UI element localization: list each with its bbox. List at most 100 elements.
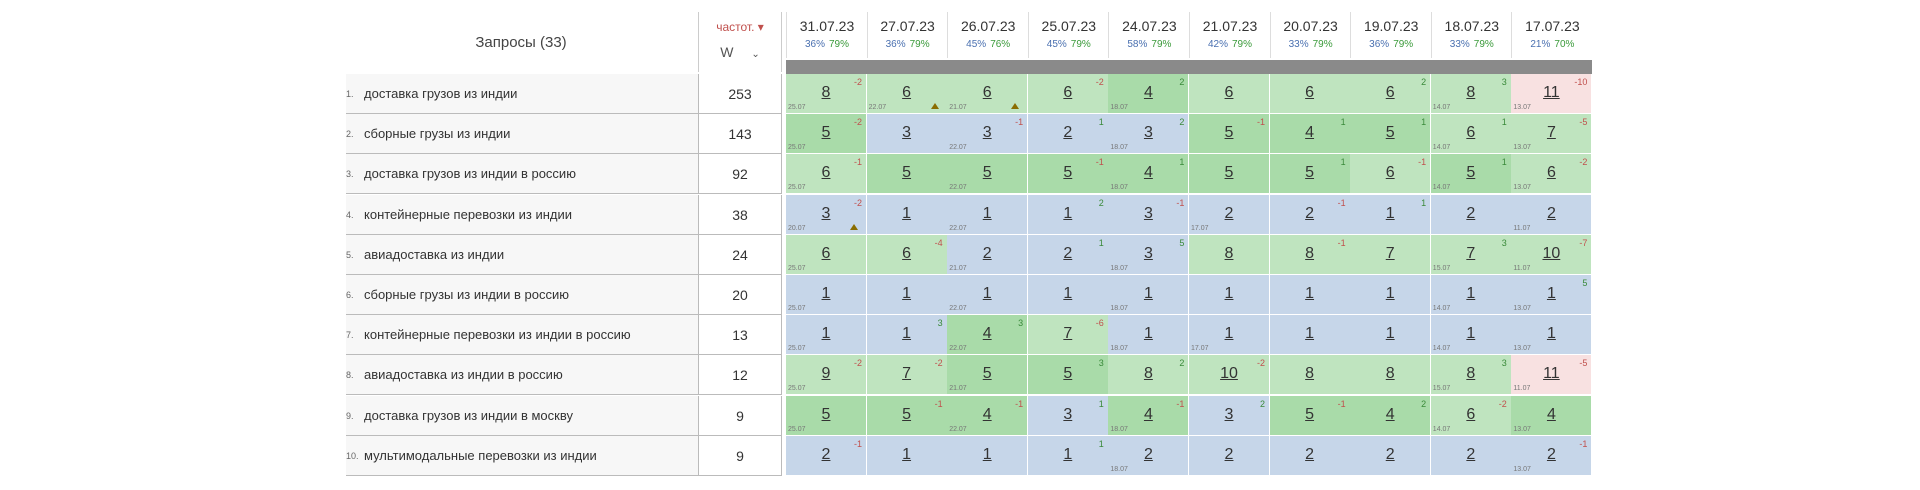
- position-cell[interactable]: 5 -1: [866, 395, 948, 436]
- position-link[interactable]: 1: [1546, 285, 1556, 302]
- position-cell[interactable]: 1: [1269, 315, 1351, 356]
- query-text[interactable]: доставка грузов из индии в москву: [364, 407, 573, 423]
- position-link[interactable]: 8: [821, 84, 831, 101]
- position-link[interactable]: 1: [1385, 285, 1395, 302]
- position-cell[interactable]: 3 -2 20.07: [786, 194, 867, 235]
- position-cell[interactable]: 4 1 18.07: [1108, 154, 1190, 195]
- position-link[interactable]: 5: [1224, 164, 1234, 182]
- position-cell[interactable]: 3 5 18.07: [1108, 234, 1190, 275]
- position-cell[interactable]: 1: [947, 435, 1029, 476]
- date-column-header[interactable]: 21.07.23 42% 79%: [1189, 12, 1270, 58]
- position-cell[interactable]: 1 22.07: [947, 194, 1029, 235]
- position-link[interactable]: 9: [821, 365, 831, 383]
- query-cell[interactable]: 4. контейнерные перевозки из индии: [346, 194, 698, 235]
- position-link[interactable]: 1: [1063, 285, 1073, 302]
- position-cell[interactable]: 5 25.07: [786, 395, 867, 436]
- position-link[interactable]: 4: [1143, 84, 1153, 101]
- position-cell[interactable]: 5 22.07: [947, 154, 1029, 195]
- position-link[interactable]: 1: [982, 445, 992, 463]
- position-link[interactable]: 2: [1466, 204, 1476, 222]
- date-column-header[interactable]: 20.07.23 33% 79%: [1269, 12, 1351, 58]
- position-cell[interactable]: 11 -10 13.07: [1511, 74, 1593, 114]
- position-link[interactable]: 7: [1385, 244, 1395, 262]
- position-link[interactable]: 6: [1546, 164, 1556, 182]
- position-link[interactable]: 10: [1220, 365, 1238, 383]
- queries-header[interactable]: Запросы (33): [346, 12, 696, 72]
- position-link[interactable]: 7: [1063, 325, 1073, 343]
- query-cell[interactable]: 2. сборные грузы из индии: [346, 114, 698, 155]
- position-link[interactable]: 1: [902, 325, 912, 343]
- position-cell[interactable]: 8: [1350, 355, 1432, 396]
- position-cell[interactable]: 1: [1269, 275, 1351, 315]
- position-link[interactable]: 5: [1063, 365, 1073, 383]
- query-cell[interactable]: 1. доставка грузов из индии: [346, 74, 698, 114]
- position-link[interactable]: 11: [1543, 84, 1560, 101]
- position-link[interactable]: 3: [1143, 124, 1153, 142]
- position-cell[interactable]: 1: [1350, 315, 1432, 356]
- position-cell[interactable]: 1 25.07: [786, 315, 867, 356]
- query-text[interactable]: авиадоставка из индии в россию: [364, 367, 563, 383]
- position-cell[interactable]: 6: [1189, 74, 1270, 114]
- position-link[interactable]: 3: [1224, 405, 1234, 423]
- position-cell[interactable]: 4 13.07: [1511, 395, 1593, 436]
- position-cell[interactable]: 3 2 18.07: [1108, 114, 1190, 155]
- position-cell[interactable]: 6 -2 14.07: [1430, 395, 1512, 436]
- position-link[interactable]: 1: [982, 204, 992, 222]
- position-link[interactable]: 5: [902, 405, 912, 423]
- position-cell[interactable]: 3 -1: [1108, 194, 1190, 235]
- position-link[interactable]: 3: [1143, 204, 1153, 222]
- position-cell[interactable]: 6 -2: [1027, 74, 1109, 114]
- position-link[interactable]: 8: [1224, 244, 1234, 262]
- position-cell[interactable]: 6 21.07: [947, 74, 1029, 114]
- position-link[interactable]: 1: [1143, 285, 1153, 302]
- date-column-header[interactable]: 24.07.23 58% 79%: [1108, 12, 1189, 58]
- position-link[interactable]: 8: [1385, 365, 1395, 383]
- position-cell[interactable]: 7 -5 13.07: [1511, 114, 1593, 155]
- position-cell[interactable]: 2: [1269, 435, 1351, 476]
- position-cell[interactable]: 5 -1: [1189, 114, 1270, 155]
- position-link[interactable]: 6: [902, 84, 912, 101]
- query-cell[interactable]: 9. доставка грузов из индии в москву: [346, 395, 698, 436]
- position-link[interactable]: 5: [982, 365, 992, 383]
- position-link[interactable]: 2: [821, 445, 831, 463]
- position-link[interactable]: 8: [1466, 365, 1476, 383]
- position-cell[interactable]: 5 1 14.07: [1430, 154, 1512, 195]
- position-link[interactable]: 4: [1385, 405, 1395, 423]
- position-link[interactable]: 2: [1063, 244, 1073, 262]
- position-cell[interactable]: 2: [1189, 435, 1270, 476]
- position-link[interactable]: 4: [1305, 124, 1315, 142]
- date-column-header[interactable]: 26.07.23 45% 76%: [947, 12, 1028, 58]
- date-column-header[interactable]: 25.07.23 45% 79%: [1027, 12, 1109, 58]
- position-link[interactable]: 6: [821, 164, 831, 182]
- position-link[interactable]: 1: [1143, 325, 1153, 343]
- position-cell[interactable]: 2 -1: [1269, 194, 1351, 235]
- position-cell[interactable]: 3 -1 22.07: [947, 114, 1029, 155]
- position-link[interactable]: 1: [1224, 285, 1234, 302]
- position-cell[interactable]: 5: [866, 154, 948, 195]
- position-link[interactable]: 5: [1385, 124, 1395, 142]
- position-link[interactable]: 5: [821, 124, 831, 142]
- position-cell[interactable]: 2: [1430, 435, 1512, 476]
- position-cell[interactable]: 3: [866, 114, 948, 155]
- frequency-header[interactable]: частот. ▾ W ⌄: [698, 12, 782, 72]
- position-cell[interactable]: 4 -1 18.07: [1108, 395, 1190, 436]
- position-cell[interactable]: 5 -1: [1027, 154, 1109, 195]
- position-link[interactable]: 6: [821, 244, 831, 262]
- position-cell[interactable]: 6 -1: [1350, 154, 1432, 195]
- position-link[interactable]: 5: [1224, 124, 1234, 142]
- query-cell[interactable]: 8. авиадоставка из индии в россию: [346, 355, 698, 396]
- query-text[interactable]: доставка грузов из индии: [364, 86, 518, 101]
- position-link[interactable]: 3: [1143, 244, 1153, 262]
- position-link[interactable]: 1: [1385, 325, 1395, 343]
- position-cell[interactable]: 5 -1: [1269, 395, 1351, 436]
- position-cell[interactable]: 7 3 15.07: [1430, 234, 1512, 275]
- position-link[interactable]: 2: [1063, 124, 1073, 142]
- frequency-select[interactable]: W ⌄: [699, 44, 781, 60]
- position-cell[interactable]: 2 18.07: [1108, 435, 1190, 476]
- position-link[interactable]: 6: [1466, 405, 1476, 423]
